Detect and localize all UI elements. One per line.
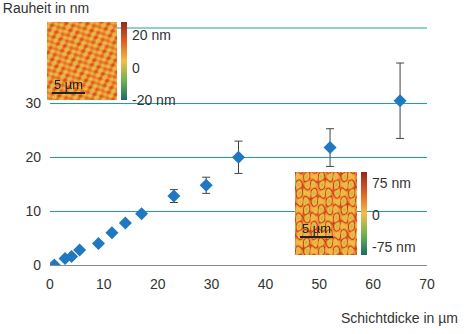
svg-text:70: 70 xyxy=(419,276,435,292)
html-text:20 nm: 20 nm xyxy=(132,27,171,43)
svg-text:Rauheit in nm: Rauheit in nm xyxy=(3,0,89,16)
html-text:5 µm: 5 µm xyxy=(54,77,84,92)
svg-text:30: 30 xyxy=(25,95,41,111)
svg-text:0: 0 xyxy=(33,257,41,273)
svg-text:0: 0 xyxy=(46,276,54,292)
html-text:-20 nm: -20 nm xyxy=(132,92,176,108)
html-text:-75 nm: -75 nm xyxy=(372,239,416,255)
svg-text:50: 50 xyxy=(312,276,328,292)
html-text:0: 0 xyxy=(372,207,380,223)
svg-text:20: 20 xyxy=(150,276,166,292)
html-text:5 µm: 5 µm xyxy=(302,221,332,236)
svg-text:Schichtdicke in µm: Schichtdicke in µm xyxy=(341,310,458,326)
svg-text:30: 30 xyxy=(204,276,220,292)
html-text:0: 0 xyxy=(132,60,140,76)
html-text:75 nm: 75 nm xyxy=(372,175,411,191)
svg-text:20: 20 xyxy=(25,149,41,165)
svg-text:10: 10 xyxy=(96,276,112,292)
svg-text:60: 60 xyxy=(365,276,381,292)
svg-text:10: 10 xyxy=(25,203,41,219)
svg-text:40: 40 xyxy=(258,276,274,292)
